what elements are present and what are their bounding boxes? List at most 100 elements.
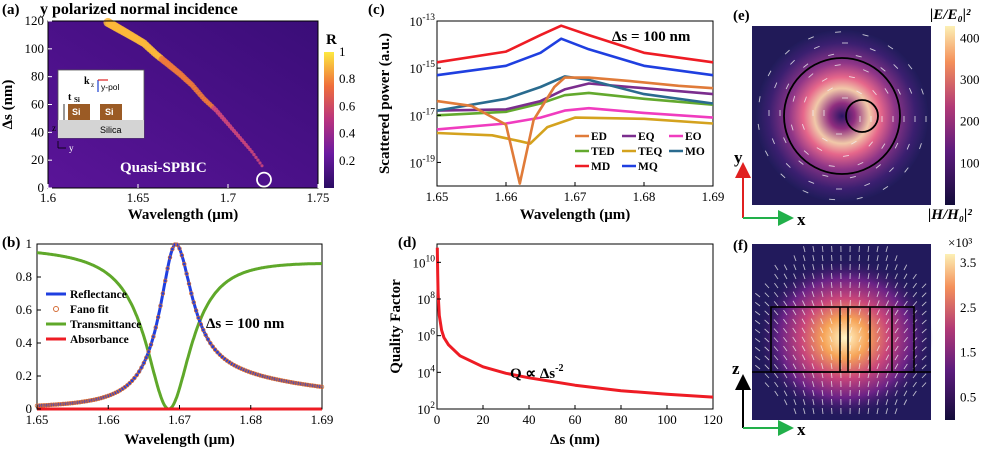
x-tick-label: 1.67 bbox=[168, 412, 191, 427]
h-vector bbox=[802, 291, 806, 298]
fano-fit-point bbox=[296, 381, 301, 386]
e-vector bbox=[822, 137, 828, 142]
e-vector bbox=[856, 90, 862, 95]
h-vector bbox=[894, 300, 899, 307]
h-vector bbox=[793, 264, 797, 271]
e-vector bbox=[872, 89, 877, 96]
fano-fit-point bbox=[136, 369, 142, 374]
e-vector bbox=[919, 143, 922, 150]
panel-b-annotation: Δs = 100 nm bbox=[206, 316, 285, 332]
h-vector bbox=[849, 336, 852, 343]
e-vector bbox=[848, 76, 855, 79]
fano-fit-point bbox=[148, 342, 154, 347]
panel-a-title: y polarized normal incidence bbox=[40, 1, 238, 18]
h-vector bbox=[792, 363, 797, 370]
h-vector bbox=[793, 381, 797, 388]
h-vector bbox=[773, 337, 779, 343]
fano-fit-point bbox=[274, 377, 280, 382]
resonance-band-point bbox=[254, 155, 258, 160]
h-vector bbox=[783, 282, 788, 289]
e-field-vectors bbox=[757, 31, 927, 201]
h-vector bbox=[858, 380, 861, 388]
y-axis-label: Δs (nm) bbox=[0, 80, 16, 130]
fano-fit-point bbox=[310, 383, 315, 388]
fano-fit-point bbox=[84, 398, 90, 404]
h-vector bbox=[811, 363, 815, 370]
x-tick-label: 1.75 bbox=[307, 190, 330, 205]
e-vector bbox=[790, 124, 794, 131]
e-vector bbox=[834, 64, 841, 66]
fano-fit-point bbox=[141, 360, 147, 366]
h-vector bbox=[801, 345, 806, 352]
e-vector bbox=[803, 96, 807, 103]
x-tick-label: 1.68 bbox=[239, 412, 262, 427]
h-field-vectors bbox=[754, 245, 927, 415]
panel-d-annotation: Q ∝ Δs-2 bbox=[510, 363, 563, 382]
panel-label-e: (e) bbox=[733, 8, 750, 24]
h-vector bbox=[894, 327, 899, 334]
h-vector bbox=[793, 399, 797, 406]
colorbar-h bbox=[945, 254, 955, 420]
h-vector bbox=[903, 399, 908, 406]
h-vector bbox=[792, 282, 797, 289]
fano-fit-point bbox=[132, 375, 137, 381]
colorbar-tick-label: 0.8 bbox=[339, 71, 355, 86]
h-vector bbox=[811, 282, 815, 289]
h-vector bbox=[830, 354, 833, 361]
h-vector bbox=[755, 364, 761, 370]
series-ted bbox=[436, 91, 714, 117]
h-vector bbox=[802, 273, 806, 280]
colorbar-e-ticks: 100 200 300 400 bbox=[960, 30, 980, 170]
reflectance-line bbox=[36, 242, 323, 408]
e-vector bbox=[764, 150, 769, 157]
e-vector bbox=[808, 180, 815, 184]
y-tick-label: 0.4 bbox=[16, 335, 33, 350]
legend-label: EO bbox=[685, 131, 702, 143]
fano-fit-point bbox=[63, 401, 68, 406]
h-vector bbox=[867, 407, 870, 415]
h-vector bbox=[792, 345, 797, 352]
h-vector bbox=[821, 390, 824, 397]
panel-b-legend: Reflectance Fano fit Transmittance Absorban… bbox=[46, 289, 141, 346]
h-vector bbox=[876, 381, 880, 388]
h-vector bbox=[894, 372, 899, 379]
fano-fit-point bbox=[258, 373, 263, 378]
fano-fit-point bbox=[305, 382, 310, 388]
panel-f: (f) z x |H/H₀|² ×10³ 0.5 1.5 2.5 3.5 bbox=[732, 207, 976, 439]
h-vector bbox=[858, 371, 861, 379]
h-vector bbox=[876, 327, 881, 334]
panel-label-f: (f) bbox=[733, 238, 748, 254]
h-vector bbox=[754, 320, 761, 325]
e-vector bbox=[802, 190, 809, 194]
pol-label: y-pol bbox=[101, 82, 120, 92]
h-vector bbox=[921, 373, 927, 379]
h-vector bbox=[811, 345, 815, 352]
fano-fit-point bbox=[191, 300, 196, 305]
x-tick-label: 1.68 bbox=[633, 189, 656, 204]
h-vector bbox=[773, 319, 779, 325]
h-vector bbox=[803, 246, 806, 253]
fano-fit-point bbox=[315, 384, 320, 389]
f-axis-x-label: x bbox=[797, 420, 806, 439]
t-label: t bbox=[68, 92, 72, 103]
h-vector bbox=[774, 381, 779, 388]
h-vector bbox=[894, 381, 898, 388]
h-vector bbox=[792, 318, 797, 325]
h-vector bbox=[792, 309, 797, 316]
fano-fit-point bbox=[210, 344, 215, 349]
fano-fit-point bbox=[250, 371, 256, 376]
h-vector bbox=[876, 345, 880, 352]
h-vector bbox=[812, 399, 815, 406]
fano-fit-point bbox=[103, 394, 109, 399]
h-vector bbox=[802, 372, 806, 379]
e-vector bbox=[808, 36, 814, 40]
resonance-band-point bbox=[250, 150, 254, 154]
h-vector bbox=[829, 318, 833, 325]
fano-fit-point bbox=[89, 398, 94, 403]
h-vector bbox=[876, 255, 879, 262]
e-vector bbox=[921, 88, 924, 95]
h-vector bbox=[783, 300, 788, 307]
h-vector bbox=[821, 273, 824, 280]
fano-fit-point bbox=[317, 384, 322, 389]
y-tick-label: 10-19 bbox=[409, 154, 435, 170]
